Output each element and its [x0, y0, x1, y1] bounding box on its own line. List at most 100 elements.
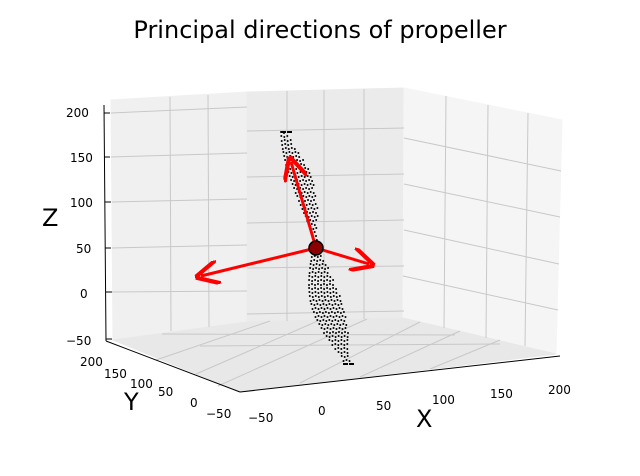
cloud-point [302, 188, 305, 190]
cloud-point [334, 348, 337, 350]
cloud-point [347, 332, 349, 334]
cloud-point [323, 280, 326, 282]
cloud-point [323, 292, 326, 294]
cloud-point [280, 135, 283, 137]
cloud-point [326, 287, 329, 289]
cloud-point [297, 176, 300, 178]
cloud-point [320, 275, 323, 277]
cloud-point [323, 315, 326, 317]
y-tick-label: 200 [80, 355, 103, 369]
cloud-point [303, 176, 306, 178]
cloud-point [332, 316, 335, 318]
x-tick-label: 50 [376, 399, 391, 413]
cloud-point [295, 155, 298, 157]
cloud-point [312, 311, 315, 313]
cloud-point [343, 340, 346, 342]
cloud-point [335, 292, 338, 294]
cloud-point [301, 208, 304, 210]
cloud-point [314, 279, 317, 281]
cloud-point [298, 156, 301, 158]
cloud-point [315, 212, 317, 214]
cloud-point [339, 312, 342, 314]
cloud-point [302, 172, 305, 174]
cloud-point [313, 208, 316, 210]
cloud-point [318, 299, 321, 301]
cloud-point [305, 171, 308, 173]
cloud-point [312, 264, 315, 266]
cloud-point [312, 299, 315, 301]
cloud-point [316, 319, 319, 321]
cloud-point [345, 324, 348, 326]
cloud-point [314, 272, 317, 274]
cloud-point [332, 291, 335, 293]
cloud-point [349, 363, 354, 365]
cloud-point [302, 159, 305, 161]
cloud-point [311, 283, 313, 285]
cloud-point [306, 184, 309, 186]
x-tick-label: 150 [490, 387, 513, 401]
cloud-point [346, 336, 349, 338]
cloud-point [337, 347, 340, 349]
cloud-point [320, 284, 322, 286]
cloud-point [298, 200, 300, 202]
principal-direction-1-arrow [291, 162, 318, 249]
cloud-point [311, 308, 314, 310]
cloud-point [339, 324, 342, 326]
cloud-point [332, 279, 335, 281]
cloud-point [336, 299, 339, 301]
cloud-point [313, 259, 316, 261]
cloud-point [307, 208, 310, 210]
cloud-point [334, 339, 337, 341]
cloud-point [283, 136, 286, 138]
cloud-point [325, 335, 328, 337]
cloud-point [336, 311, 339, 313]
cloud-point [311, 180, 314, 182]
cloud-point [343, 344, 346, 346]
cloud-point [308, 188, 311, 190]
cloud-point [308, 295, 311, 297]
cloud-point [312, 220, 315, 222]
y-tick-label: −50 [206, 407, 231, 421]
cloud-point [335, 308, 338, 310]
cloud-point [329, 328, 332, 330]
cloud-point [308, 291, 311, 293]
cloud-point [318, 311, 321, 313]
cloud-point [322, 319, 325, 321]
cloud-point [344, 327, 347, 329]
cloud-point [326, 279, 329, 281]
cloud-point [308, 275, 311, 277]
cloud-point [327, 267, 330, 269]
cloud-point [311, 271, 314, 273]
cloud-point [320, 287, 323, 289]
z-tick-label: 100 [70, 196, 93, 210]
cloud-point [282, 151, 285, 153]
cloud-point [316, 303, 319, 305]
cloud-point [328, 336, 331, 338]
x-tick-label: −50 [248, 411, 273, 425]
cloud-point [336, 323, 339, 325]
principal-direction-3-arrow [315, 246, 369, 264]
cloud-point [297, 164, 300, 166]
cloud-point [308, 172, 311, 174]
cloud-point [317, 280, 320, 282]
cloud-point [308, 279, 311, 281]
cloud-point [321, 300, 324, 302]
cloud-point [342, 311, 345, 313]
cloud-point [311, 196, 314, 198]
cloud-point [309, 176, 312, 178]
cloud-point [297, 152, 300, 154]
cloud-point [295, 168, 298, 170]
cloud-point [327, 312, 330, 314]
cloud-point [315, 227, 318, 229]
cloud-point [341, 308, 344, 310]
cloud-point [320, 291, 323, 293]
z-tick-label: 50 [76, 242, 91, 256]
cloud-point [287, 160, 290, 162]
cloud-point [302, 195, 305, 197]
cloud-point [346, 348, 349, 350]
cloud-point [328, 339, 331, 341]
y-tick-label: 50 [158, 385, 173, 399]
grid [110, 89, 562, 387]
cloud-point [335, 288, 338, 290]
x-axis-label: X [416, 405, 432, 433]
